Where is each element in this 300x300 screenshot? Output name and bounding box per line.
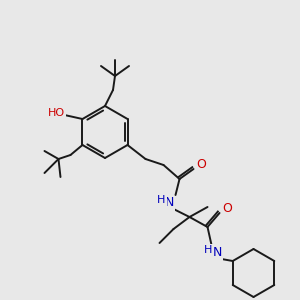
Text: H: H — [204, 245, 213, 255]
Text: N: N — [213, 247, 222, 260]
Text: O: O — [196, 158, 206, 172]
Text: H: H — [157, 195, 166, 205]
Text: O: O — [223, 202, 232, 215]
Text: N: N — [165, 196, 174, 209]
Text: HO: HO — [48, 108, 65, 118]
